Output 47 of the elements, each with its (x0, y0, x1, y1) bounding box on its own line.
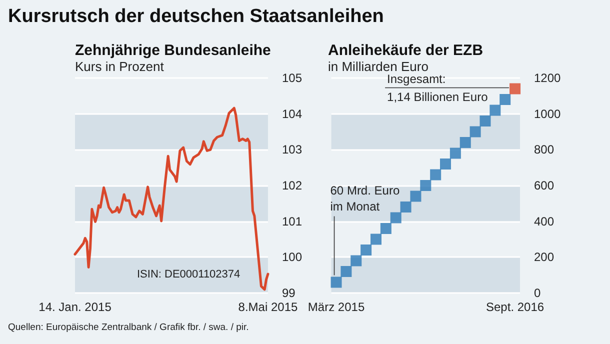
annotation: ISIN: DE0001102374 (137, 268, 240, 280)
point (370, 234, 382, 245)
point (380, 223, 392, 234)
y-tick-label: 100 (282, 250, 302, 264)
point (330, 276, 342, 288)
point (440, 158, 452, 170)
y-tick-label: 400 (534, 214, 554, 228)
y-tick-label: 99 (282, 286, 296, 300)
point (340, 266, 352, 277)
point (400, 202, 412, 212)
y-tick-label: 1200 (534, 71, 562, 85)
y-tick-label: 0 (534, 286, 541, 300)
chart-title: Zehnjährige Bundesanleihe (75, 42, 271, 59)
y-tick-label: 101 (282, 214, 302, 228)
point (390, 212, 402, 224)
y-axis-title: in Milliarden Euro (328, 59, 428, 74)
point (360, 244, 372, 256)
point (460, 137, 471, 148)
line-series (74, 106, 270, 291)
point (420, 180, 432, 191)
y-tick-label: 600 (534, 178, 554, 192)
x-tick-label: 14. Jan. 2015 (38, 300, 112, 314)
chart-title: Anleihekäufe der EZB (328, 42, 484, 59)
y-axis-title: Kurs in Prozent (75, 59, 164, 74)
point (470, 126, 481, 138)
x-tick-label: 8.Mai 2015 (238, 300, 298, 314)
y-tick-label: 1000 (534, 106, 562, 121)
annotation: Insgesamt: 1,14 Billionen Euro (387, 72, 488, 104)
y-tick-label: 104 (282, 106, 302, 121)
y-tick-label: 103 (282, 142, 302, 157)
y-tick-label: 200 (534, 250, 554, 264)
x-tick-label: März 2015 (308, 300, 365, 314)
y-tick-label: 105 (282, 71, 302, 85)
source-note: Quellen: Europäische Zentralbank / Grafik fbr. / swa. / pir. (8, 322, 249, 333)
point (510, 83, 521, 94)
point (450, 148, 461, 159)
point (500, 94, 511, 105)
y-tick-label: 102 (282, 178, 302, 192)
text: Kursrutsch der deutschen Staatsanleihen (8, 6, 384, 28)
point (430, 169, 442, 180)
point (490, 104, 501, 116)
annotation: 60 Mrd. Euro im Monat (330, 183, 400, 214)
point (480, 116, 491, 126)
x-tick-label: Sept. 2016 (486, 300, 544, 314)
point (410, 190, 422, 202)
y-tick-label: 800 (534, 142, 554, 157)
point (350, 255, 362, 266)
